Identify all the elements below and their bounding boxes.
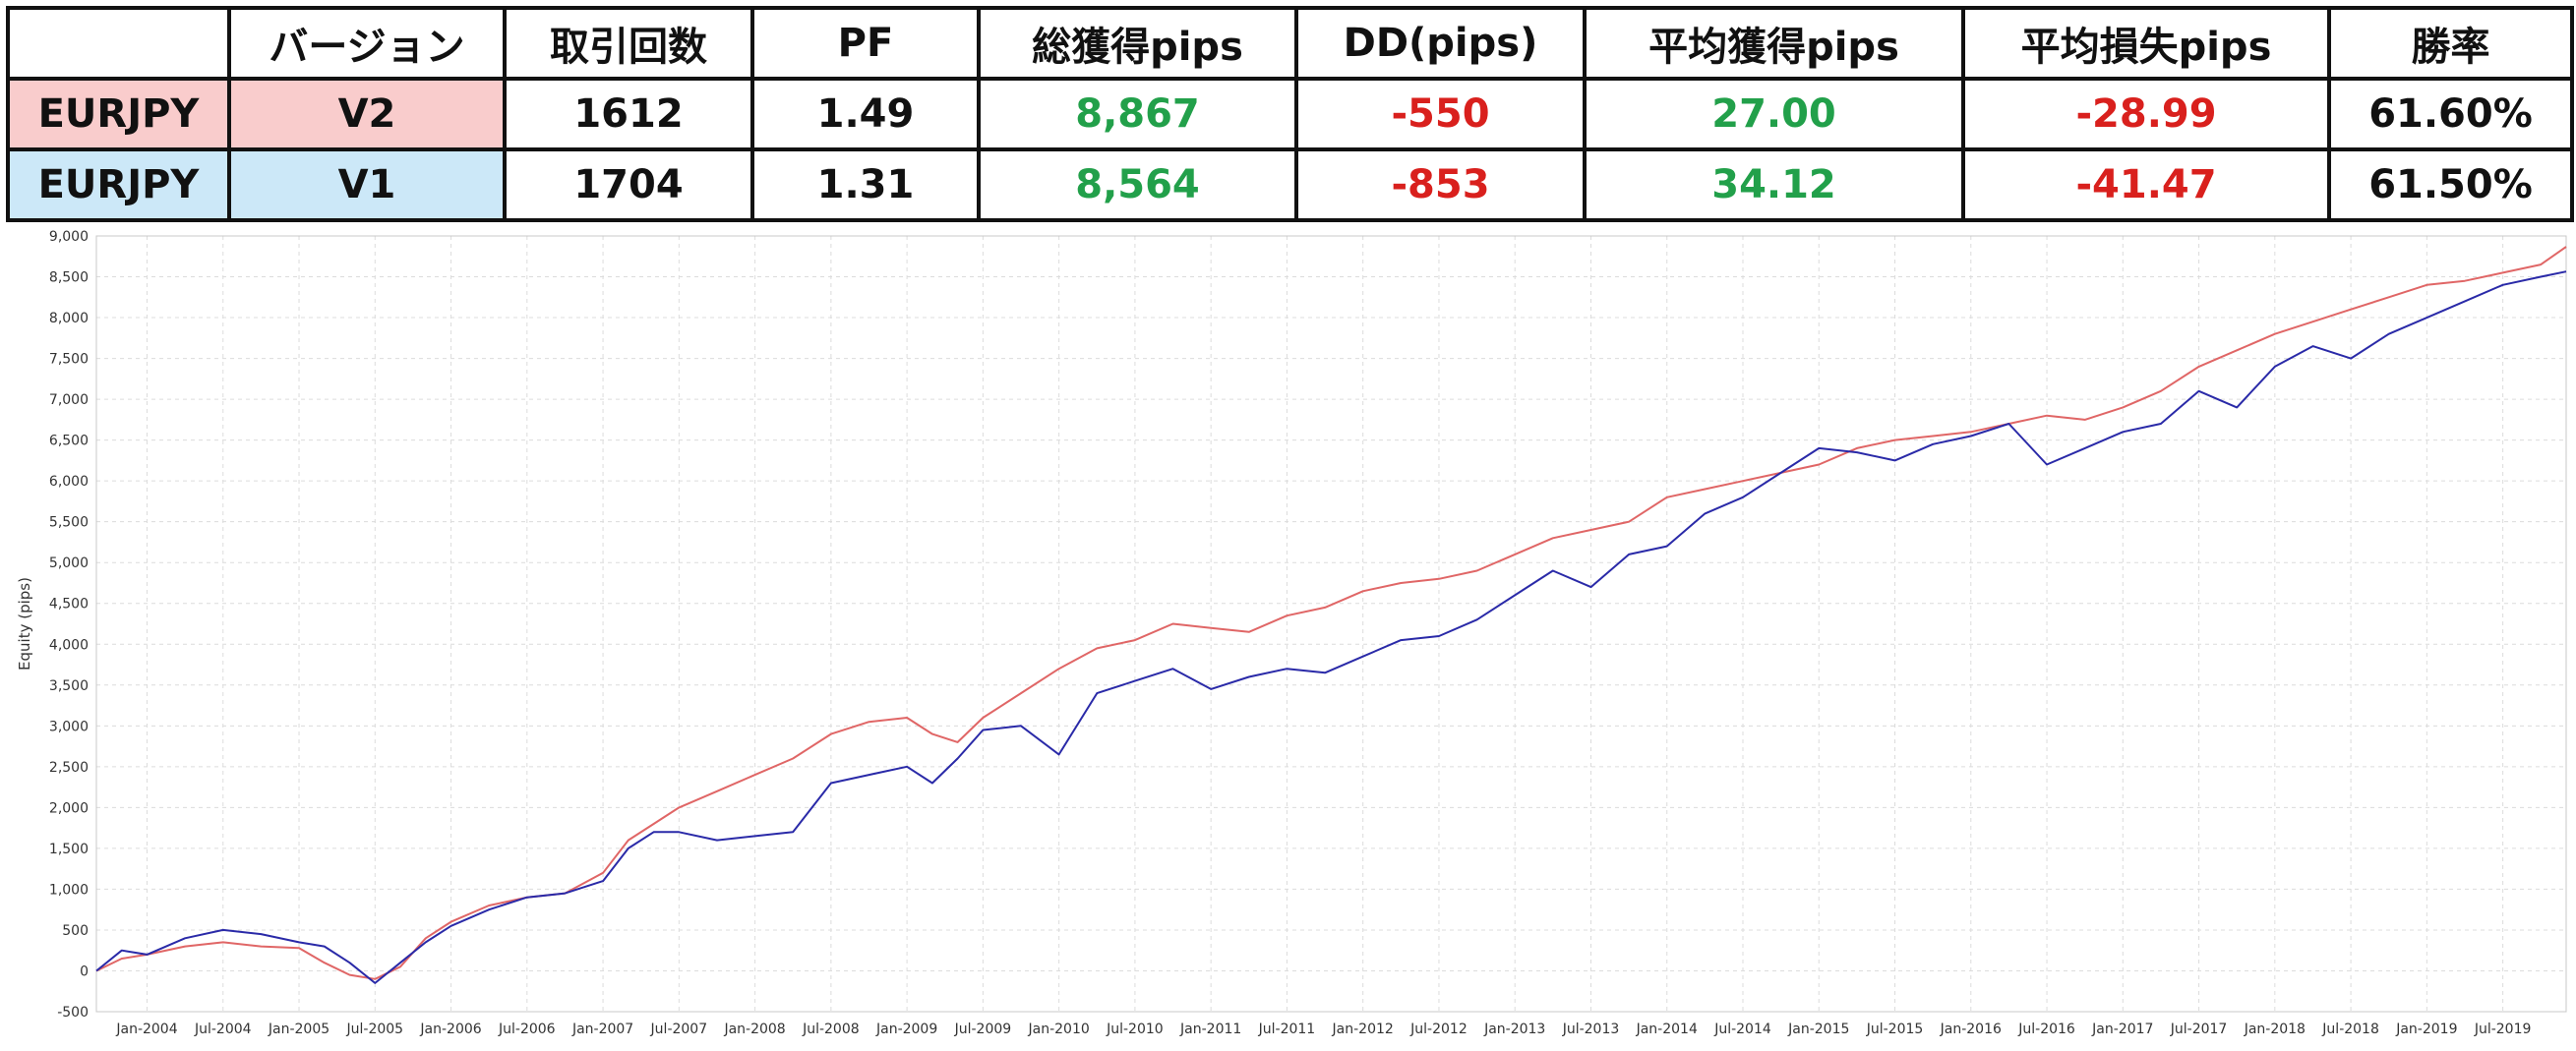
- plot-frame: [95, 235, 2567, 1013]
- avg-loss-cell: -41.47: [1961, 147, 2331, 222]
- x-tick-label: Jul-2010: [1106, 1022, 1164, 1037]
- x-tick-label: Jan-2018: [2244, 1022, 2306, 1037]
- grid-lines: [96, 235, 2566, 1013]
- series-lines: [95, 246, 2567, 984]
- y-tick-label: 1,500: [49, 842, 89, 857]
- x-tick-label: Jul-2006: [498, 1022, 556, 1037]
- version-cell: V2: [227, 77, 507, 151]
- y-tick-label: 500: [62, 923, 89, 939]
- dd-pips-cell: -853: [1294, 147, 1587, 222]
- header-pf: PF: [750, 6, 981, 81]
- x-tick-label: Jan-2014: [1636, 1022, 1698, 1037]
- x-tick-label: Jul-2017: [2170, 1022, 2228, 1037]
- y-tick-label: 5,500: [49, 515, 89, 531]
- pair-cell: EURJPY: [6, 147, 231, 222]
- y-tick-label: 3,000: [49, 719, 89, 734]
- x-tick-label: Jan-2016: [1940, 1022, 2002, 1037]
- x-tick-label: Jul-2005: [346, 1022, 404, 1037]
- x-tick-label: Jul-2011: [1258, 1022, 1316, 1037]
- win-rate-cell: 61.60%: [2327, 77, 2574, 151]
- x-tick-label: Jul-2015: [1866, 1022, 1924, 1037]
- x-tick-label: Jan-2010: [1028, 1022, 1090, 1037]
- y-tick-label: 3,500: [49, 678, 89, 694]
- x-tick-label: Jul-2009: [954, 1022, 1012, 1037]
- y-tick-label: 9,000: [49, 229, 89, 245]
- y-tick-label: 4,000: [49, 637, 89, 653]
- table-row-v1: EURJPY V1 1704 1.31 8,564 -853 34.12 -41…: [6, 147, 2574, 222]
- avg-win-cell: 34.12: [1583, 147, 1965, 222]
- avg-loss-cell: -28.99: [1961, 77, 2331, 151]
- header-total-pips: 総獲得pips: [977, 6, 1298, 81]
- pf-cell: 1.49: [750, 77, 981, 151]
- x-tick-label: Jul-2019: [2474, 1022, 2532, 1037]
- x-tick-label: Jan-2015: [1787, 1022, 1849, 1037]
- header-trades: 取引回数: [503, 6, 754, 81]
- series-line-0: [95, 246, 2567, 980]
- header-avg-loss: 平均損失pips: [1961, 6, 2331, 81]
- y-tick-label: 7,000: [49, 392, 89, 408]
- trades-cell: 1612: [503, 77, 754, 151]
- x-tick-label: Jul-2013: [1562, 1022, 1620, 1037]
- win-rate-cell: 61.50%: [2327, 147, 2574, 222]
- y-tick-label: -500: [57, 1005, 89, 1021]
- x-tick-label: Jan-2017: [2091, 1022, 2153, 1037]
- total-pips-cell: 8,564: [977, 147, 1298, 222]
- x-tick-label: Jan-2011: [1179, 1022, 1241, 1037]
- series-line-1: [95, 270, 2567, 984]
- x-tick-label: Jan-2006: [419, 1022, 481, 1037]
- x-tick-label: Jan-2012: [1332, 1022, 1394, 1037]
- pf-cell: 1.31: [750, 147, 981, 222]
- table-row-v2: EURJPY V2 1612 1.49 8,867 -550 27.00 -28…: [6, 77, 2574, 151]
- y-axis-ticks: -500 0 500 1,000 1,500 2,000 2,500 3,000 3,500 4,…: [49, 229, 89, 1021]
- total-pips-cell: 8,867: [977, 77, 1298, 151]
- x-tick-label: Jan-2008: [723, 1022, 785, 1037]
- y-tick-label: 5,000: [49, 555, 89, 571]
- x-tick-label: Jul-2016: [2017, 1022, 2075, 1037]
- header-empty-cell: [6, 6, 231, 81]
- y-tick-label: 6,000: [49, 474, 89, 490]
- header-win-rate: 勝率: [2327, 6, 2574, 81]
- x-tick-label: Jan-2007: [571, 1022, 633, 1037]
- header-dd-pips: DD(pips): [1294, 6, 1587, 81]
- x-tick-label: Jul-2018: [2321, 1022, 2379, 1037]
- header-avg-win: 平均獲得pips: [1583, 6, 1965, 81]
- x-axis-ticks: Jan-2004 Jul-2004 Jan-2005 Jul-2005 Jan-2006…: [115, 1022, 2531, 1037]
- x-tick-label: Jul-2014: [1713, 1022, 1771, 1037]
- stats-table: バージョン 取引回数 PF 総獲得pips DD(pips) 平均獲得pips …: [6, 6, 2574, 222]
- y-tick-label: 2,000: [49, 800, 89, 816]
- x-tick-label: Jul-2008: [802, 1022, 860, 1037]
- y-tick-label: 8,000: [49, 311, 89, 326]
- y-tick-label: 6,500: [49, 434, 89, 449]
- y-tick-label: 2,500: [49, 760, 89, 776]
- x-tick-label: Jan-2019: [2395, 1022, 2457, 1037]
- x-tick-label: Jan-2004: [115, 1022, 177, 1037]
- y-axis-label: Equity (pips): [16, 577, 33, 671]
- x-tick-label: Jul-2004: [194, 1022, 252, 1037]
- x-tick-label: Jul-2007: [650, 1022, 708, 1037]
- chart-background: [0, 228, 2576, 1051]
- version-cell: V1: [227, 147, 507, 222]
- pair-cell: EURJPY: [6, 77, 231, 151]
- header-version: バージョン: [227, 6, 507, 81]
- equity-chart: -500 0 500 1,000 1,500 2,000 2,500 3,000 3,500 4,…: [0, 228, 2576, 1051]
- avg-win-cell: 27.00: [1583, 77, 1965, 151]
- y-tick-label: 0: [80, 963, 89, 979]
- x-tick-label: Jan-2005: [268, 1022, 329, 1037]
- x-tick-label: Jul-2012: [1409, 1022, 1468, 1037]
- y-tick-label: 8,500: [49, 270, 89, 286]
- trades-cell: 1704: [503, 147, 754, 222]
- y-tick-label: 1,000: [49, 882, 89, 898]
- dd-pips-cell: -550: [1294, 77, 1587, 151]
- x-tick-label: Jan-2013: [1483, 1022, 1545, 1037]
- x-tick-label: Jan-2009: [875, 1022, 937, 1037]
- y-tick-label: 4,500: [49, 597, 89, 613]
- table-header-row: バージョン 取引回数 PF 総獲得pips DD(pips) 平均獲得pips …: [6, 6, 2574, 81]
- y-tick-label: 7,500: [49, 352, 89, 368]
